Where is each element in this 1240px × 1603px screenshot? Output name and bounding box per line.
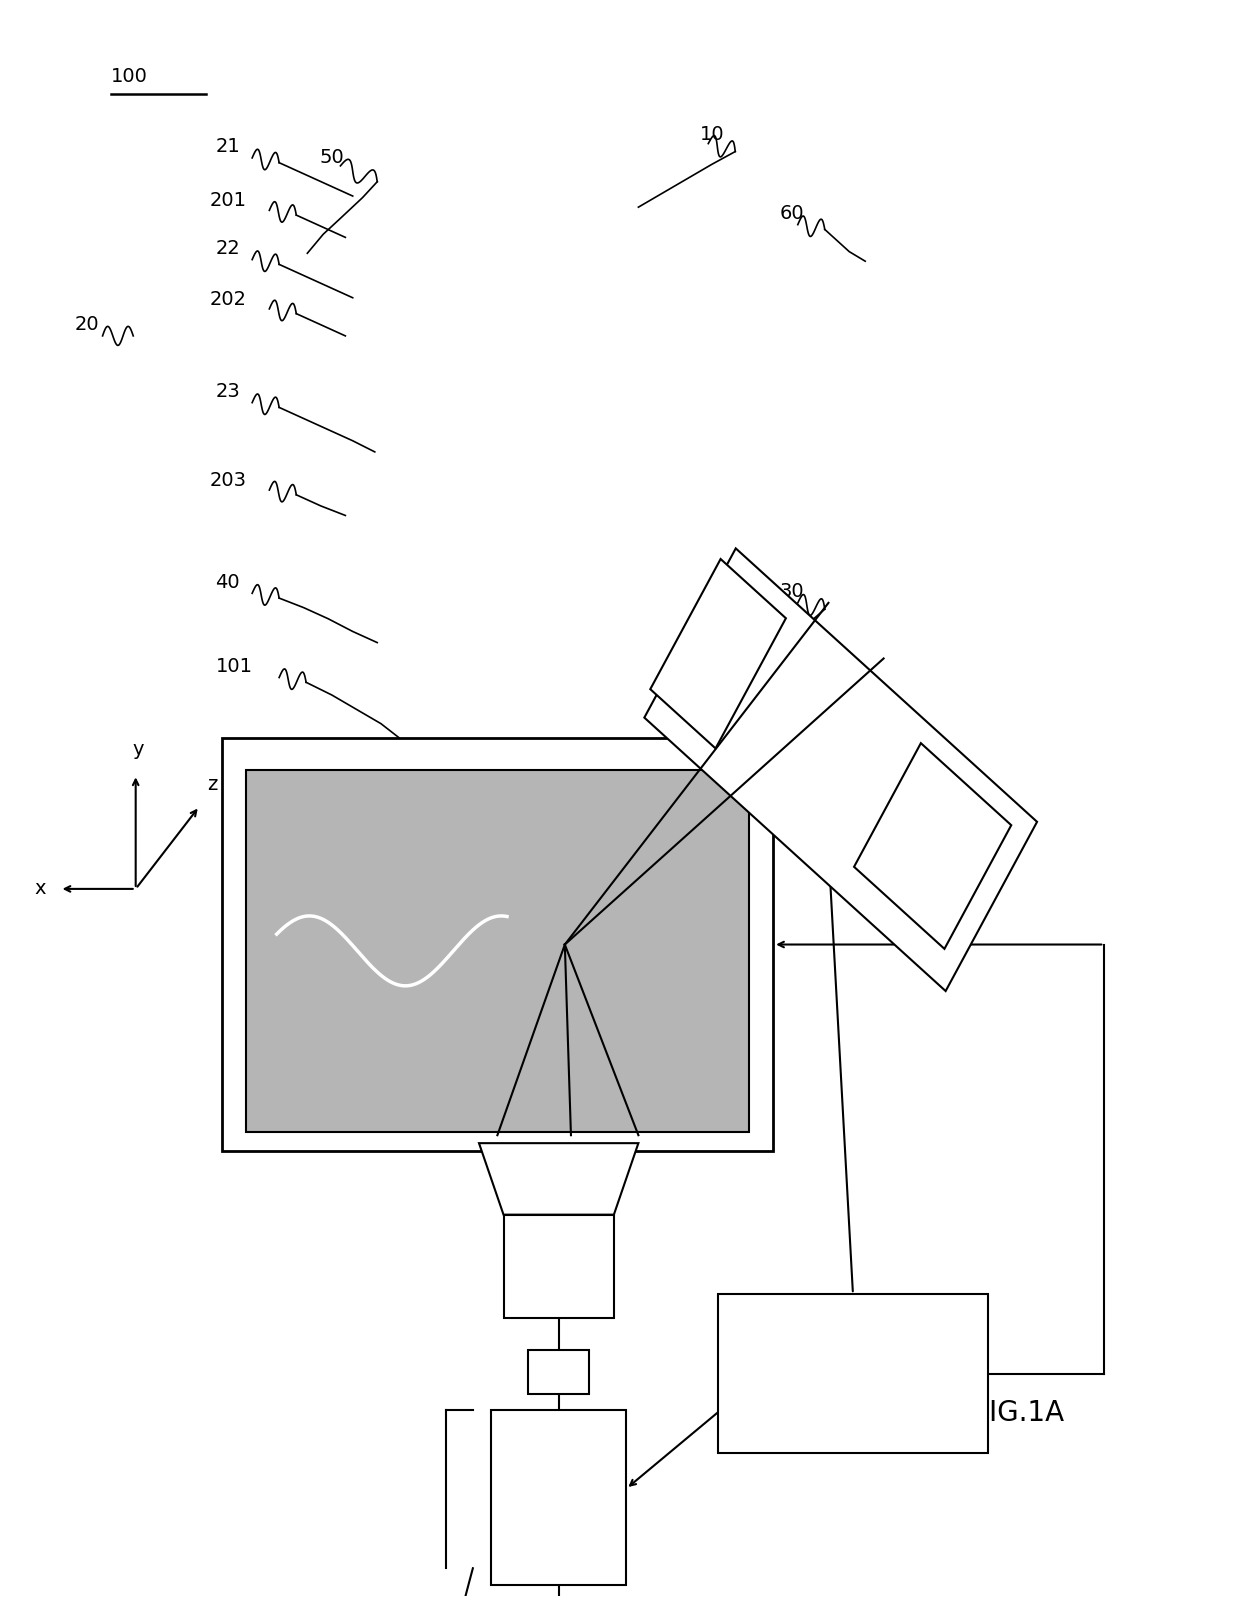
Bar (528, 1350, 589, 1395)
Bar (503, 1215, 614, 1318)
Bar (491, 1411, 626, 1585)
Text: 22: 22 (216, 239, 241, 258)
Bar (222, 737, 774, 1151)
Text: 40: 40 (216, 572, 241, 592)
Bar (246, 769, 749, 1132)
Text: z: z (207, 774, 217, 793)
Polygon shape (650, 559, 786, 749)
Text: 203: 203 (210, 471, 247, 491)
Text: 60: 60 (780, 204, 804, 223)
Text: FIG.1A: FIG.1A (973, 1399, 1064, 1427)
Text: 30: 30 (780, 582, 804, 601)
Polygon shape (645, 548, 1037, 991)
Text: 202: 202 (210, 290, 247, 309)
Text: 50: 50 (320, 149, 345, 167)
Text: 101: 101 (216, 657, 253, 676)
Polygon shape (479, 1143, 639, 1215)
Text: 100: 100 (112, 67, 148, 87)
Bar (528, 1601, 589, 1603)
Text: x: x (35, 880, 46, 898)
Text: y: y (133, 739, 144, 758)
Text: 23: 23 (216, 382, 241, 401)
Text: 20: 20 (74, 316, 99, 335)
Text: 10: 10 (699, 125, 724, 144)
Polygon shape (854, 744, 1012, 949)
Text: 201: 201 (210, 191, 247, 210)
Bar (718, 1294, 988, 1452)
Text: 21: 21 (216, 138, 241, 155)
